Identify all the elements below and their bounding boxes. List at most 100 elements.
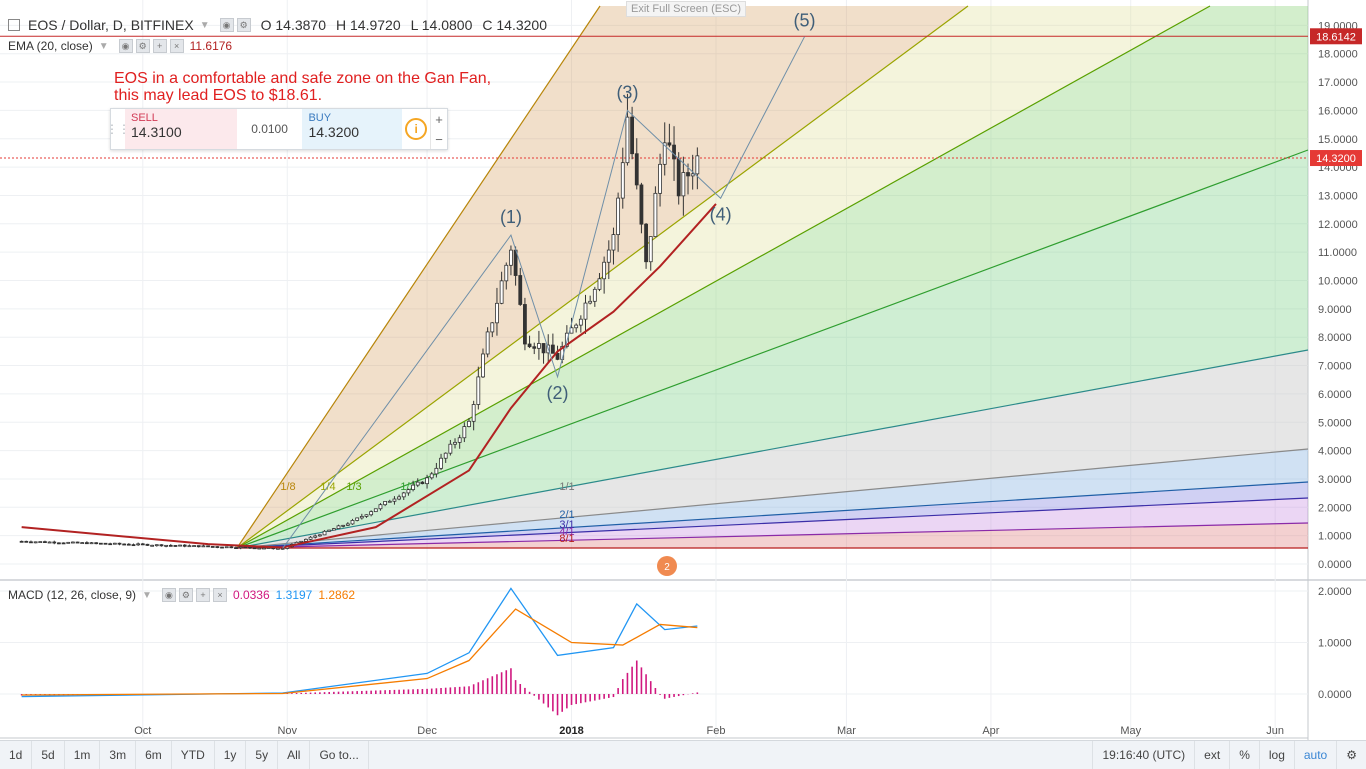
settings-icon[interactable]: ⚙: [236, 18, 251, 32]
candle-body: [369, 511, 374, 516]
range-1d-button[interactable]: 1d: [0, 741, 33, 769]
range-5y-button[interactable]: 5y: [246, 741, 279, 769]
candle-body: [24, 540, 29, 543]
minus-icon[interactable]: −: [435, 131, 443, 147]
ohlc-close: C 14.3200: [482, 17, 547, 33]
candle-body: [397, 496, 402, 500]
percent-button[interactable]: %: [1229, 741, 1259, 769]
candle-body: [19, 540, 24, 543]
buy-price: 14.3200: [308, 124, 360, 140]
candle-body: [98, 542, 103, 545]
ohlc-high: H 14.9720: [336, 17, 401, 33]
candle-body: [224, 546, 229, 549]
legend-toolbar[interactable]: ◉ ⚙: [219, 18, 251, 32]
candle-body: [164, 544, 169, 547]
settings-icon[interactable]: ⚙: [1336, 741, 1366, 769]
range-all-button[interactable]: All: [278, 741, 311, 769]
ema-value: 11.6176: [189, 39, 233, 53]
candle-body: [145, 543, 150, 546]
macd-axis-label: 1.0000: [1318, 638, 1352, 650]
candle-body: [33, 541, 38, 544]
candle-body: [434, 467, 439, 475]
candle-body: [518, 275, 523, 305]
chevron-down-icon[interactable]: ▼: [199, 19, 210, 31]
range-ytd-button[interactable]: YTD: [172, 741, 215, 769]
candle-body: [541, 343, 546, 354]
gann-fan-line: [236, 5, 601, 549]
range-1y-button[interactable]: 1y: [215, 741, 247, 769]
settings-icon[interactable]: ⚙: [178, 588, 193, 602]
eye-icon[interactable]: ◉: [118, 39, 133, 53]
drag-handle-icon[interactable]: ⋮⋮: [106, 122, 130, 136]
buy-button[interactable]: BUY 14.3200: [302, 109, 403, 149]
candle-body: [411, 484, 415, 491]
candle-body: [84, 542, 89, 545]
chevron-down-icon[interactable]: ▼: [142, 589, 152, 601]
macd-line: [21, 587, 698, 698]
goto-button[interactable]: Go to...: [310, 741, 369, 769]
range-3m-button[interactable]: 3m: [100, 741, 137, 769]
settings-icon[interactable]: ⚙: [135, 39, 150, 53]
candle-body: [532, 346, 537, 349]
range-6m-button[interactable]: 6m: [136, 741, 172, 769]
collapse-icon[interactable]: [8, 19, 20, 31]
candle-body: [308, 536, 313, 540]
candle-body: [159, 544, 164, 547]
chart-canvas[interactable]: Oct Nov Dec 2018 Feb Mar Apr May Jun 0.0000 1.0000…: [0, 0, 1366, 740]
target-price-label: 18.6142: [1316, 31, 1356, 43]
gann-fan-line: [236, 448, 1309, 549]
gann-fan-line: [236, 481, 1309, 549]
candle-body: [406, 489, 411, 494]
gann-fan-zone: [237, 6, 1308, 548]
price-axis-label: 0.0000: [1318, 559, 1352, 571]
candle-body: [229, 546, 234, 549]
candle-body: [420, 481, 425, 485]
quantity-stepper[interactable]: + −: [430, 109, 447, 149]
chart-annotation[interactable]: EOS in a comfortable and safe zone on th…: [114, 70, 491, 104]
candle-body: [154, 544, 159, 547]
symbol-title[interactable]: EOS / Dollar, D, BITFINEX: [28, 17, 194, 33]
clock[interactable]: 19:16:40 (UTC): [1092, 741, 1194, 769]
eye-icon[interactable]: ◉: [161, 588, 176, 602]
add-icon[interactable]: +: [152, 39, 167, 53]
chevron-down-icon[interactable]: ▼: [98, 40, 109, 52]
macd-axis-label: 0.0000: [1318, 689, 1352, 701]
annotation-line-2: this may lead EOS to $18.61.: [114, 87, 323, 104]
symbol-legend[interactable]: EOS / Dollar, D, BITFINEX ▼ ◉ ⚙ O 14.3870…: [8, 16, 547, 34]
range-1m-button[interactable]: 1m: [65, 741, 101, 769]
eye-icon[interactable]: ◉: [219, 18, 234, 32]
candle-body: [52, 541, 57, 544]
ema-label[interactable]: EMA (20, close): [8, 39, 93, 53]
candle-body: [327, 529, 332, 532]
close-icon[interactable]: ×: [212, 588, 227, 602]
candle-body: [574, 324, 579, 329]
sell-button[interactable]: SELL 14.3100: [125, 109, 237, 149]
candle-body: [462, 426, 467, 439]
macd-hist-value: 0.0336: [232, 588, 270, 602]
candle-body: [136, 543, 141, 546]
macd-legend[interactable]: MACD (12, 26, close, 9) ▼ ◉ ⚙ + × 0.0336 1.…: [8, 586, 355, 604]
add-icon[interactable]: +: [195, 588, 210, 602]
candle-body: [75, 541, 80, 544]
info-button[interactable]: i: [402, 109, 430, 149]
candle-body: [481, 353, 485, 378]
candle-body: [630, 116, 634, 155]
candle-body: [550, 344, 555, 354]
candle-body: [66, 541, 71, 544]
ema-legend[interactable]: EMA (20, close) ▼ ◉ ⚙ + × 11.6176: [8, 37, 232, 55]
time-axis-label: Oct: [134, 725, 151, 737]
macd-label[interactable]: MACD (12, 26, close, 9): [8, 588, 137, 602]
range-5d-button[interactable]: 5d: [32, 741, 65, 769]
candle-body: [131, 544, 136, 547]
macd-toolbar[interactable]: ◉ ⚙ + ×: [161, 588, 227, 602]
auto-button[interactable]: auto: [1293, 741, 1336, 769]
candle-body: [94, 542, 99, 545]
time-axis-label: 2018: [559, 725, 583, 737]
sell-price: 14.3100: [131, 124, 182, 140]
ext-button[interactable]: ext: [1194, 741, 1229, 769]
ema-toolbar[interactable]: ◉ ⚙ + ×: [118, 39, 184, 53]
plus-icon[interactable]: +: [435, 111, 443, 127]
log-button[interactable]: log: [1258, 741, 1294, 769]
time-axis-label: Nov: [277, 725, 297, 737]
close-icon[interactable]: ×: [169, 39, 184, 53]
